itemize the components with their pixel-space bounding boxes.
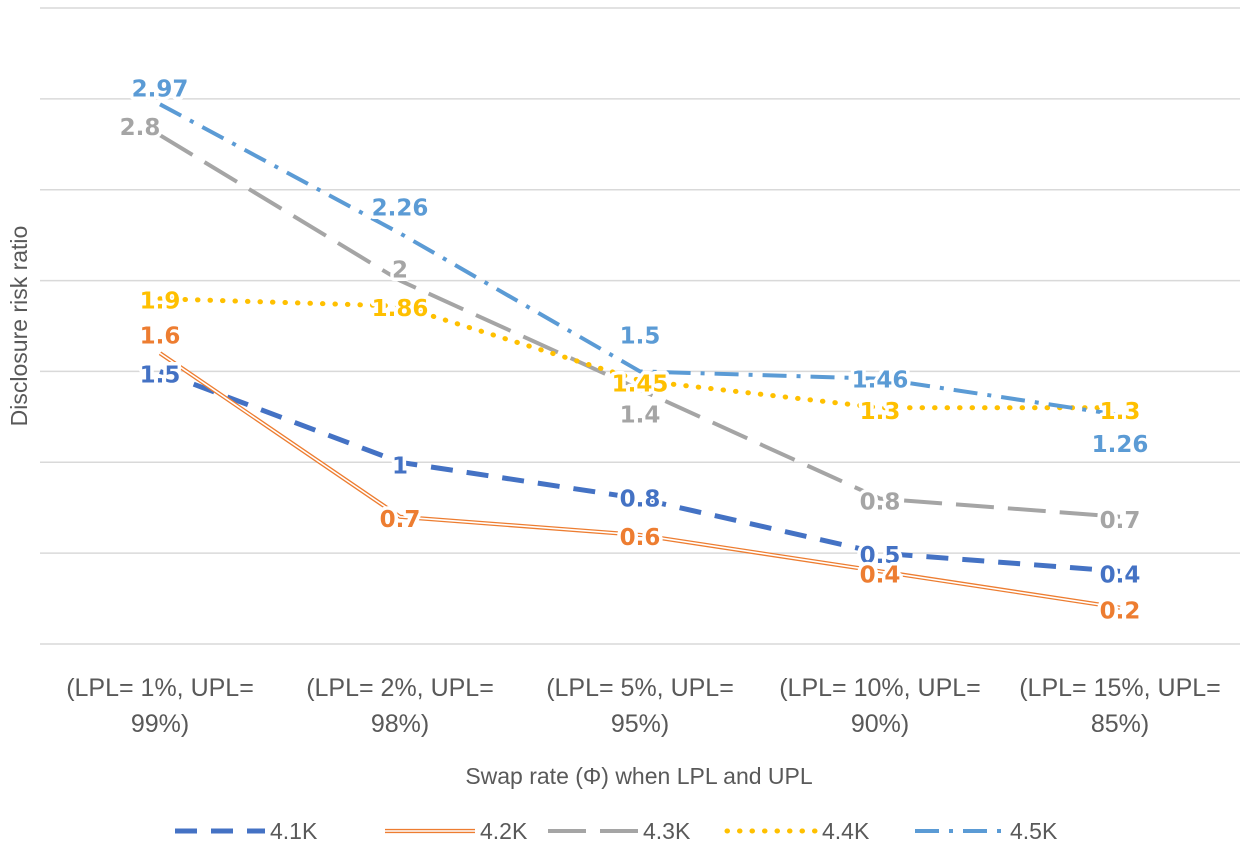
x-tick-label: (LPL= 2%, UPL= 98%) — [306, 674, 494, 738]
data-label-4.2K-4: 0.4 — [860, 562, 901, 588]
data-label-4.2K-2: 0.7 — [380, 507, 421, 533]
x-tick-label: (LPL= 5%, UPL= 95%) — [546, 674, 734, 738]
data-label-4.2K-3: 0.6 — [620, 525, 661, 551]
x-axis-title: Swap rate (Φ) when LPL and UPL — [465, 763, 813, 789]
data-label-4.1K-5: 0.4 — [1100, 562, 1141, 588]
x-tick-label: (LPL= 15%, UPL= 85%) — [1019, 674, 1221, 738]
data-label-4.4K-2: 1.86 — [372, 296, 429, 322]
x-tick-label: (LPL= 10%, UPL= 90%) — [779, 674, 981, 738]
data-label-4.3K-2: 2 — [392, 258, 408, 284]
data-label-4.3K-3: 1.4 — [620, 403, 661, 429]
x-axis-tick-labels: (LPL= 1%, UPL= 99%) (LPL= 2%, UPL= 98%) (LPL… — [66, 674, 1221, 738]
data-label-4.1K-2: 1 — [392, 453, 408, 479]
data-label-4.4K-4: 1.3 — [860, 399, 901, 425]
legend-label-4.3K: 4.3K — [643, 818, 691, 844]
series-lines — [157, 102, 1123, 610]
series-line-4.3K — [158, 133, 1121, 519]
legend-label-4.1K: 4.1K — [270, 818, 318, 844]
legend-label-4.4K: 4.4K — [822, 818, 870, 844]
data-label-4.5K-5: 1.26 — [1092, 432, 1149, 458]
data-label-4.5K-2: 2.26 — [372, 195, 429, 221]
gridlines — [40, 7, 1240, 645]
data-label-4.1K-4: 0.5 — [860, 543, 901, 569]
data-label-4.5K-3: 1.5 — [620, 323, 661, 349]
data-label-4.4K-1: 1.9 — [140, 289, 181, 315]
legend: 4.1K 4.2K 4.3K 4.4K 4.5K — [175, 818, 1058, 844]
data-label-4.2K-5: 0.2 — [1100, 599, 1141, 625]
data-label-4.3K-1: 2.8 — [120, 115, 161, 141]
data-label-4.3K-4: 0.8 — [860, 490, 901, 516]
data-label-4.2K-1: 1.6 — [140, 323, 181, 349]
data-label-4.4K-5: 1.3 — [1100, 399, 1141, 425]
data-label-4.5K-4: 1.46 — [852, 368, 909, 394]
series-line-4.4K — [157, 296, 1123, 411]
data-label-4.1K-3: 0.8 — [620, 487, 661, 513]
x-tick-label: (LPL= 1%, UPL= 99%) — [66, 674, 254, 738]
data-label-4.1K-1: 1.5 — [140, 362, 181, 388]
legend-label-4.5K: 4.5K — [1010, 818, 1058, 844]
data-label-4.5K-1: 2.97 — [132, 76, 189, 102]
legend-label-4.2K: 4.2K — [480, 818, 528, 844]
y-axis-title: Disclosure risk ratio — [6, 226, 32, 427]
series-line-inner-4.2K — [159, 352, 1121, 609]
data-label-4.4K-3: 1.45 — [612, 372, 669, 398]
series-line-4.5K — [159, 102, 1121, 418]
data-label-4.3K-5: 0.7 — [1100, 508, 1141, 534]
data-labels: 1.510.80.50.41.60.70.60.40.22.821.40.80.… — [116, 73, 1152, 628]
